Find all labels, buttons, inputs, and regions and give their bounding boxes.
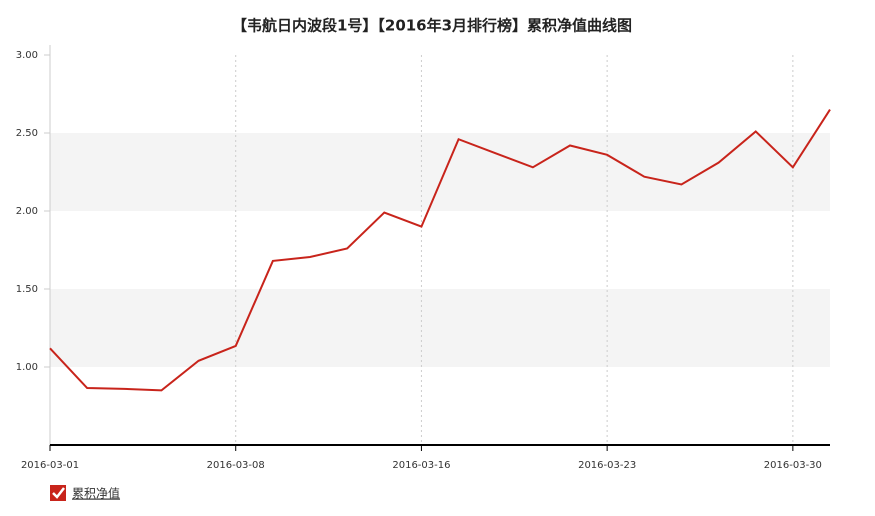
chart-title: 【韦航日内波段1号】【2016年3月排行榜】累积净值曲线图 bbox=[232, 17, 632, 35]
y-tick-label: 2.00 bbox=[16, 206, 38, 217]
x-tick-label: 2016-03-01 bbox=[21, 460, 79, 471]
x-tick-label: 2016-03-08 bbox=[207, 460, 265, 471]
x-tick-label: 2016-03-23 bbox=[578, 460, 636, 471]
legend-check bbox=[52, 487, 65, 499]
y-tick-label: 1.50 bbox=[16, 284, 38, 295]
y-tick-label: 1.00 bbox=[16, 362, 38, 373]
y-tick-label: 2.50 bbox=[16, 128, 38, 139]
legend-label: 累积净值 bbox=[72, 486, 120, 501]
y-tick-label: 3.00 bbox=[16, 50, 38, 61]
x-tick-label: 2016-03-30 bbox=[764, 460, 822, 471]
legend-checkbox bbox=[50, 485, 66, 501]
grid-band bbox=[50, 289, 830, 367]
grid-band bbox=[50, 133, 830, 211]
legend-item[interactable]: 累积净值 bbox=[50, 485, 120, 501]
x-tick-label: 2016-03-16 bbox=[392, 460, 450, 471]
data-line bbox=[49, 109, 831, 392]
